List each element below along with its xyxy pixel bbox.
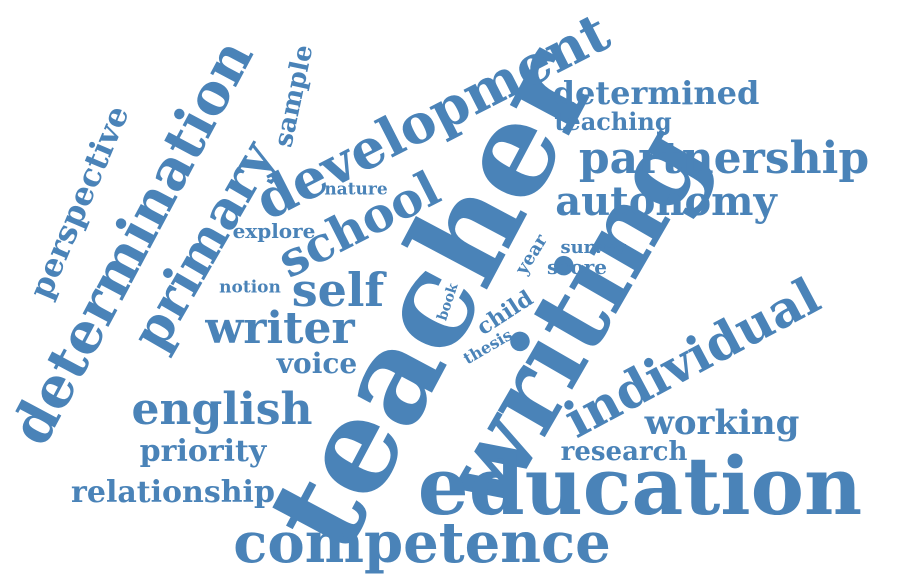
- word-autonomy: autonomy: [555, 178, 777, 225]
- word-working: working: [644, 403, 800, 443]
- word-english: english: [131, 384, 313, 435]
- word-voice: voice: [276, 347, 358, 380]
- word-research: research: [560, 437, 688, 467]
- word-explore: explore: [232, 219, 316, 243]
- word-score: score: [546, 255, 608, 279]
- word-survey: survey: [560, 237, 626, 258]
- word-determined: determined: [552, 74, 760, 112]
- word-teaching: teaching: [554, 107, 672, 136]
- word-writer: writer: [205, 303, 355, 354]
- word-nature: nature: [324, 179, 388, 200]
- word-partnership: partnership: [578, 133, 870, 184]
- word-notion: notion: [219, 277, 281, 298]
- word-priority: priority: [139, 434, 267, 469]
- word-education: education: [417, 439, 863, 533]
- word-relationship: relationship: [71, 475, 275, 510]
- word-competence: competence: [233, 510, 611, 576]
- word-self: self: [291, 263, 385, 317]
- word-sample: sample: [268, 42, 320, 150]
